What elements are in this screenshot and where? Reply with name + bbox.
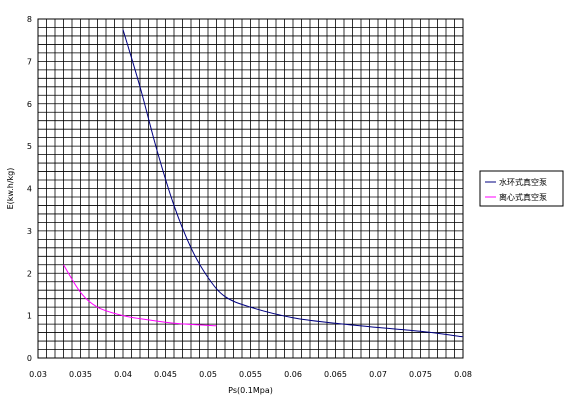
y-axis-label: E(kw.h/kg) [6, 168, 15, 210]
y-axis-ticks: 0 1 2 3 4 5 6 7 8 [27, 15, 32, 363]
y-tick-label: 0 [27, 354, 32, 363]
y-tick-label: 6 [27, 100, 32, 109]
y-tick-label: 8 [27, 15, 32, 24]
x-tick-label: 0.075 [409, 370, 432, 379]
series-line-2 [63, 264, 217, 327]
plot-area [37, 18, 464, 359]
legend-label-series-1: 水环式真空泵 [499, 177, 547, 187]
y-tick-label: 1 [27, 312, 32, 321]
legend: 水环式真空泵 离心式真空泵 [479, 170, 564, 207]
x-tick-label: 0.07 [369, 370, 387, 379]
y-tick-label: 5 [27, 142, 32, 151]
x-axis-label: Ps(0.1Mpa) [228, 386, 273, 395]
x-axis-ticks: 0.03 0.035 0.04 0.045 0.05 0.055 0.06 0.065 0.07… [29, 370, 472, 379]
x-tick-label: 0.035 [69, 370, 92, 379]
y-tick-label: 4 [27, 185, 32, 194]
series-line-1 [122, 29, 464, 338]
series-lines [63, 29, 464, 338]
x-tick-label: 0.045 [154, 370, 177, 379]
y-tick-label: 7 [27, 57, 32, 66]
x-tick-label: 0.06 [284, 370, 302, 379]
x-tick-label: 0.065 [324, 370, 347, 379]
x-tick-label: 0.08 [454, 370, 472, 379]
y-tick-label: 3 [27, 227, 32, 236]
legend-label-series-2: 离心式真空泵 [499, 192, 547, 202]
x-tick-label: 0.04 [114, 370, 132, 379]
x-tick-label: 0.03 [29, 370, 47, 379]
x-tick-label: 0.055 [239, 370, 262, 379]
x-tick-label: 0.05 [199, 370, 217, 379]
y-tick-label: 2 [27, 269, 32, 278]
legend-box [479, 170, 564, 207]
